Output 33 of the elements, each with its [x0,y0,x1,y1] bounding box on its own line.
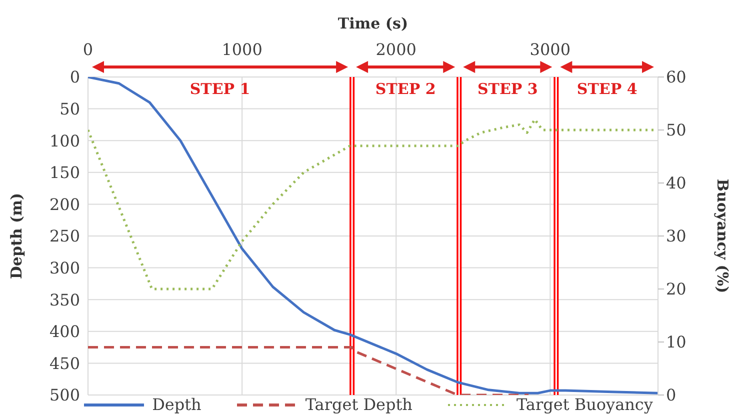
y-tick-label: 450 [49,354,80,373]
y-tick-label: 500 [49,386,80,405]
x-tick-label: 1000 [222,40,262,59]
annotation: STEP 3 [477,80,538,98]
y-tick-label: 50 [60,99,80,118]
annotation: STEP 4 [576,80,638,98]
y-tick-label: 300 [49,258,80,278]
y2-tick-label: 30 [666,226,686,246]
y2-tick-label: 60 [666,68,686,87]
y-tick-label: 400 [49,322,80,342]
x-tick-label: 2000 [376,40,416,59]
y-tick-label: 0 [70,68,80,87]
y2-tick-label: 10 [666,332,686,352]
legend-label: Target Buoyancy [515,395,653,414]
y-tick-label: 150 [49,163,80,182]
y2-tick-label: 40 [666,174,686,193]
legend-label: Target Depth [304,395,412,414]
annotation: STEP 1 [190,80,250,98]
y-tick-label: 250 [49,226,80,246]
y-tick-label: 350 [49,290,80,310]
line-series [88,77,658,394]
x-axis-title: Time (s) [338,14,408,33]
y-tick-label: 200 [49,194,80,214]
y2-axis-title: Buoyancy (%) [714,178,729,294]
y2-tick-label: 0 [666,386,676,405]
y-axis-title: Depth (m) [7,192,26,280]
y2-tick-label: 50 [666,120,686,140]
y-tick-label: 100 [49,131,80,150]
annotation: STEP 2 [375,80,436,98]
y2-tick-label: 20 [666,280,686,299]
x-tick-label: 3000 [530,40,571,59]
legend-label: Depth [151,395,202,414]
x-tick-label: 0 [82,40,94,59]
